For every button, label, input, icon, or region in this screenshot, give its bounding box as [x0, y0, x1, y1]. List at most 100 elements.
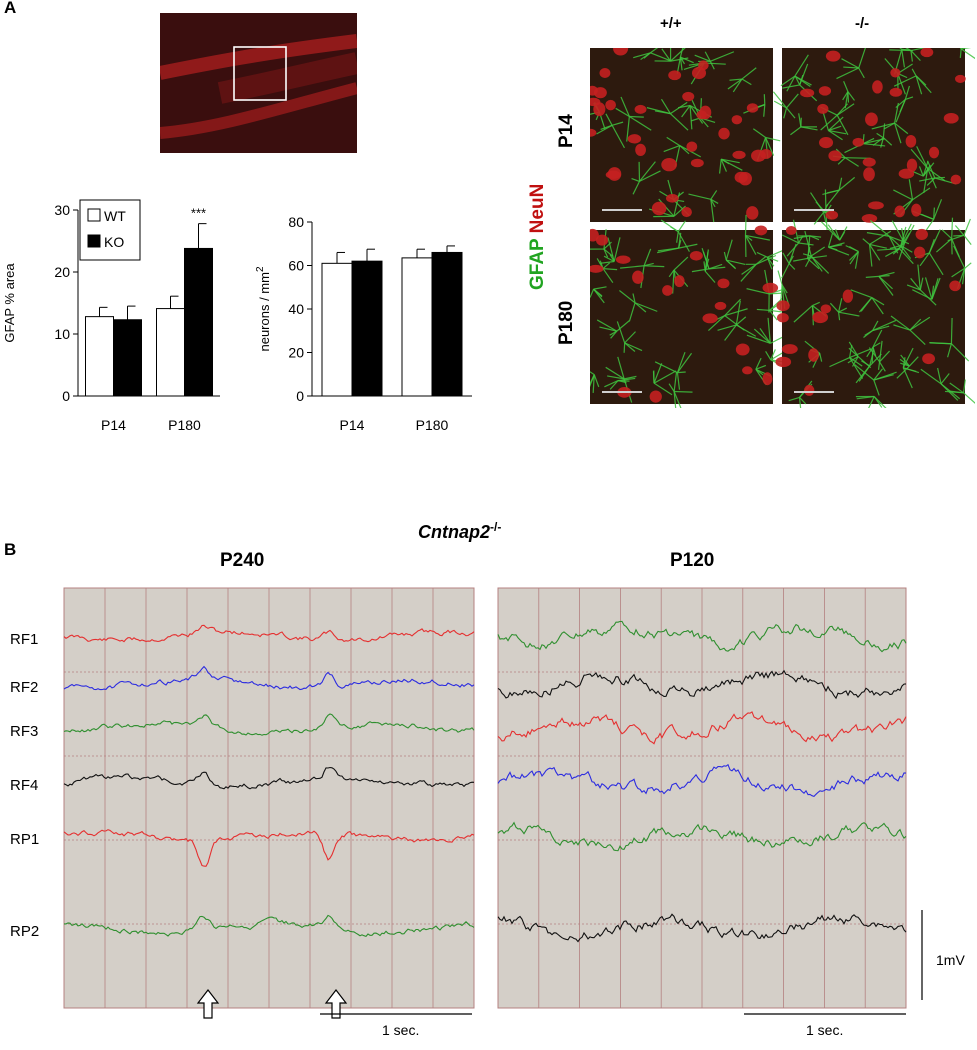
astrocyte-process — [810, 255, 823, 272]
astrocyte-process — [781, 263, 790, 279]
astrocyte-process — [609, 380, 619, 390]
neuron-soma — [593, 87, 607, 99]
astrocyte-process — [650, 48, 659, 54]
astrocyte-process — [782, 252, 790, 264]
neuron-soma — [590, 264, 604, 273]
astrocyte-process — [893, 75, 917, 87]
astrocyte-process — [821, 221, 841, 241]
astrocyte-process — [788, 243, 797, 264]
neuron-soma — [863, 167, 875, 182]
neuron-soma — [731, 115, 743, 125]
astrocyte-process — [873, 379, 880, 396]
astrocyte-process — [839, 231, 846, 241]
micrograph-background — [782, 48, 965, 222]
astrocyte-process — [673, 205, 686, 217]
astrocyte-process — [788, 263, 796, 270]
astrocyte-process — [736, 324, 757, 337]
astrocyte-process — [644, 265, 665, 268]
neuron-soma — [922, 353, 936, 365]
neuron-soma — [627, 134, 642, 144]
neuron-density-chart: 0 20 40 60 80 P14 P180 neurons / mm2 — [255, 214, 472, 433]
neuron-soma — [742, 366, 753, 375]
astrocyte-process — [782, 84, 800, 89]
astrocyte-process — [599, 260, 615, 264]
neuron-soma — [906, 158, 918, 172]
astrocyte-process — [849, 357, 863, 367]
astrocyte-process — [959, 48, 962, 58]
astrocyte-process — [838, 176, 856, 191]
astrocyte-process — [786, 242, 800, 257]
astrocyte-process — [763, 104, 766, 117]
event-arrow-icon — [324, 989, 348, 1019]
legend-swatch-wt — [87, 208, 101, 222]
astrocyte-process — [799, 63, 809, 86]
astrocyte-process — [928, 252, 944, 276]
astrocyte-process — [786, 93, 799, 109]
legend-label-ko: KO — [104, 234, 124, 250]
astrocyte-process — [858, 67, 865, 79]
astrocyte-process — [963, 218, 971, 236]
astrocyte-process — [780, 75, 796, 87]
right-recording-title: P120 — [670, 550, 715, 571]
neuron-soma — [852, 137, 865, 147]
astrocyte-process — [827, 224, 841, 241]
astrocyte-process — [860, 297, 873, 312]
astrocyte-process — [607, 237, 615, 262]
astrocyte-process — [837, 312, 841, 321]
y-tick-label: 20 — [288, 345, 304, 361]
legend-swatch-ko — [87, 234, 101, 248]
astrocyte-process — [679, 56, 686, 65]
astrocyte-process — [639, 170, 661, 182]
astrocyte-process — [849, 251, 859, 265]
astrocyte-process — [788, 396, 800, 402]
astrocyte-process — [619, 290, 636, 304]
astrocyte-process — [605, 366, 625, 380]
micrograph-ko-p180 — [775, 217, 975, 408]
neuron-soma — [661, 158, 678, 172]
astrocyte-process — [894, 242, 905, 253]
neuron-soma — [842, 289, 854, 303]
astrocyte-process — [827, 116, 844, 131]
astrocyte-process — [909, 316, 931, 331]
astrocyte-process — [871, 297, 885, 306]
astrocyte-process — [753, 328, 771, 344]
astrocyte-process — [708, 263, 723, 270]
astrocyte-process — [603, 241, 612, 250]
hippocampus-overview-image — [160, 13, 357, 153]
astrocyte-process — [838, 298, 843, 313]
astrocyte-process — [919, 277, 924, 291]
astrocyte-process — [590, 371, 595, 376]
astrocyte-process — [678, 243, 698, 249]
astrocyte-process — [600, 124, 613, 130]
astrocyte-process — [639, 161, 656, 182]
astrocyte-process — [877, 248, 900, 251]
astrocyte-process — [634, 302, 658, 312]
neuron-soma — [599, 68, 611, 79]
astrocyte-process — [653, 363, 663, 384]
astrocyte-process — [676, 231, 679, 243]
neuron-soma — [666, 194, 679, 203]
astrocyte-process — [947, 343, 952, 358]
neuron-soma — [915, 228, 928, 241]
age-label-p180: P180 — [556, 300, 577, 345]
astrocyte-process — [620, 96, 630, 117]
neuron-soma — [920, 48, 934, 58]
astrocyte-process — [602, 268, 614, 284]
neuron-soma — [662, 285, 673, 296]
astrocyte-process — [929, 342, 952, 345]
neuron-soma — [632, 270, 644, 284]
astrocyte-process — [786, 107, 796, 119]
gfap-area-chart: 0 10 20 30 P14 P180 GFAP % area *** WT KO — [2, 199, 220, 433]
astrocyte-process — [689, 105, 693, 130]
astrocyte-process — [643, 262, 654, 267]
astrocyte-process — [954, 225, 965, 236]
x-tick-label: P180 — [168, 417, 201, 433]
neuron-soma — [890, 68, 901, 78]
astrocyte-process — [790, 126, 802, 136]
stain-label: GFAP NeuN — [527, 184, 549, 290]
astrocyte-process — [838, 177, 843, 191]
astrocyte-process — [931, 285, 935, 300]
astrocyte-process — [603, 248, 614, 257]
legend-label-wt: WT — [104, 208, 126, 224]
astrocyte-process — [766, 256, 773, 270]
